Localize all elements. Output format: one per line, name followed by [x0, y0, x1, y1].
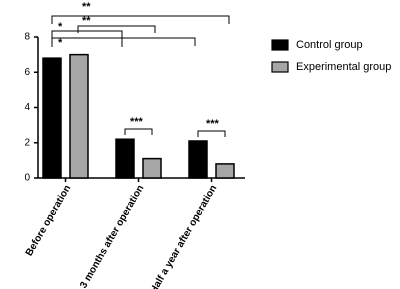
bar — [42, 57, 62, 179]
y-tick-label: 4 — [24, 102, 30, 113]
significance-label: *** — [206, 118, 220, 130]
x-tick-label: 3 months after operation — [78, 183, 146, 289]
bar — [142, 157, 162, 179]
legend-label: Experimental group — [296, 61, 391, 73]
y-tick-label: 0 — [24, 173, 30, 184]
legend-swatch — [271, 61, 289, 73]
bar — [215, 163, 235, 179]
bar — [69, 53, 89, 179]
significance-bracket — [51, 15, 230, 24]
x-tick-label: Before operation — [24, 183, 74, 258]
significance-bracket — [124, 128, 153, 135]
significance-label: ** — [82, 15, 91, 27]
significance-label: * — [58, 37, 63, 49]
y-tick-label: 8 — [24, 32, 30, 43]
y-tick-label: 2 — [24, 137, 30, 148]
bar — [188, 140, 208, 179]
significance-bracket — [51, 30, 123, 47]
legend-swatch — [271, 39, 289, 51]
significance-label: * — [58, 21, 63, 33]
significance-label: ** — [82, 1, 91, 13]
x-tick-label: Half a year after operation — [148, 183, 219, 289]
bar — [115, 138, 135, 179]
significance-label: *** — [130, 116, 144, 128]
significance-bracket — [197, 130, 226, 137]
legend-label: Control group — [296, 39, 363, 51]
significance-bracket — [51, 37, 196, 46]
y-tick-label: 6 — [24, 67, 30, 78]
significance-bracket — [77, 25, 156, 33]
